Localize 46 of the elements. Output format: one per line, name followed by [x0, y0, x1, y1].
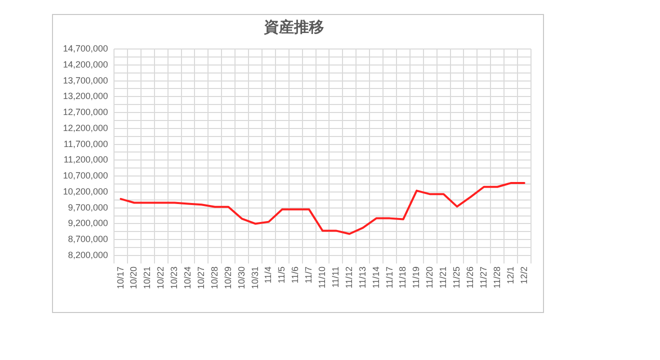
- x-tick-label: 11/27: [478, 266, 488, 288]
- x-tick-label: 10/30: [236, 266, 246, 290]
- y-tick-label: 10,200,000: [62, 186, 108, 196]
- x-tick-label: 12/1: [505, 266, 516, 284]
- x-tick-label: 12/2: [518, 266, 529, 284]
- y-tick-label: 14,700,000: [62, 43, 108, 54]
- x-tick-label: 10/23: [169, 266, 180, 290]
- y-tick-label: 13,700,000: [62, 75, 108, 86]
- y-tick-label: 11,200,000: [64, 154, 108, 165]
- chart-title: 資産推移: [263, 18, 324, 36]
- x-tick-label: 11/11: [330, 266, 340, 288]
- x-tick-label: 10/22: [156, 266, 166, 290]
- y-tick-label: 10,700,000: [62, 170, 108, 181]
- y-tick-label: 9,200,000: [68, 218, 108, 228]
- y-tick-label: 14,200,000: [62, 59, 108, 70]
- x-tick-label: 11/14: [370, 266, 381, 288]
- x-tick-label: 11/25: [452, 266, 462, 288]
- x-tick-label: 10/28: [209, 266, 220, 290]
- x-tick-label: 11/7: [304, 266, 314, 284]
- x-tick-label: 10/17: [115, 266, 126, 290]
- y-tick-label: 12,200,000: [62, 122, 108, 133]
- x-tick-label: 11/13: [357, 266, 368, 288]
- y-tick-label: 13,200,000: [62, 91, 108, 102]
- y-tick-label: 12,700,000: [62, 107, 108, 118]
- x-tick-label: 10/31: [250, 266, 260, 290]
- x-tick-label: 11/4: [263, 266, 274, 284]
- x-tick-label: 11/5: [276, 266, 287, 284]
- x-tick-label: 10/29: [222, 266, 233, 290]
- x-tick-label: 11/17: [384, 266, 394, 288]
- y-tick-label: 8,200,000: [68, 250, 108, 260]
- x-tick-label: 11/28: [492, 266, 502, 288]
- y-tick-label: 9,700,000: [68, 202, 108, 212]
- x-tick-label: 11/20: [424, 266, 435, 288]
- x-tick-label: 10/27: [196, 266, 206, 290]
- y-tick-label: 11,700,000: [64, 138, 108, 149]
- x-tick-label: 11/6: [290, 266, 300, 284]
- x-tick-label: 10/20: [128, 266, 139, 290]
- x-tick-label: 10/21: [142, 266, 152, 290]
- x-tick-label: 11/10: [317, 266, 328, 288]
- x-tick-label: 11/19: [411, 266, 422, 288]
- x-tick-label: 11/12: [344, 266, 354, 288]
- x-tick-label: 11/21: [438, 266, 448, 288]
- x-tick-label: 11/18: [398, 266, 408, 288]
- y-tick-label: 8,700,000: [68, 234, 108, 244]
- x-tick-label: 11/26: [464, 266, 475, 288]
- x-tick-label: 10/24: [182, 266, 193, 290]
